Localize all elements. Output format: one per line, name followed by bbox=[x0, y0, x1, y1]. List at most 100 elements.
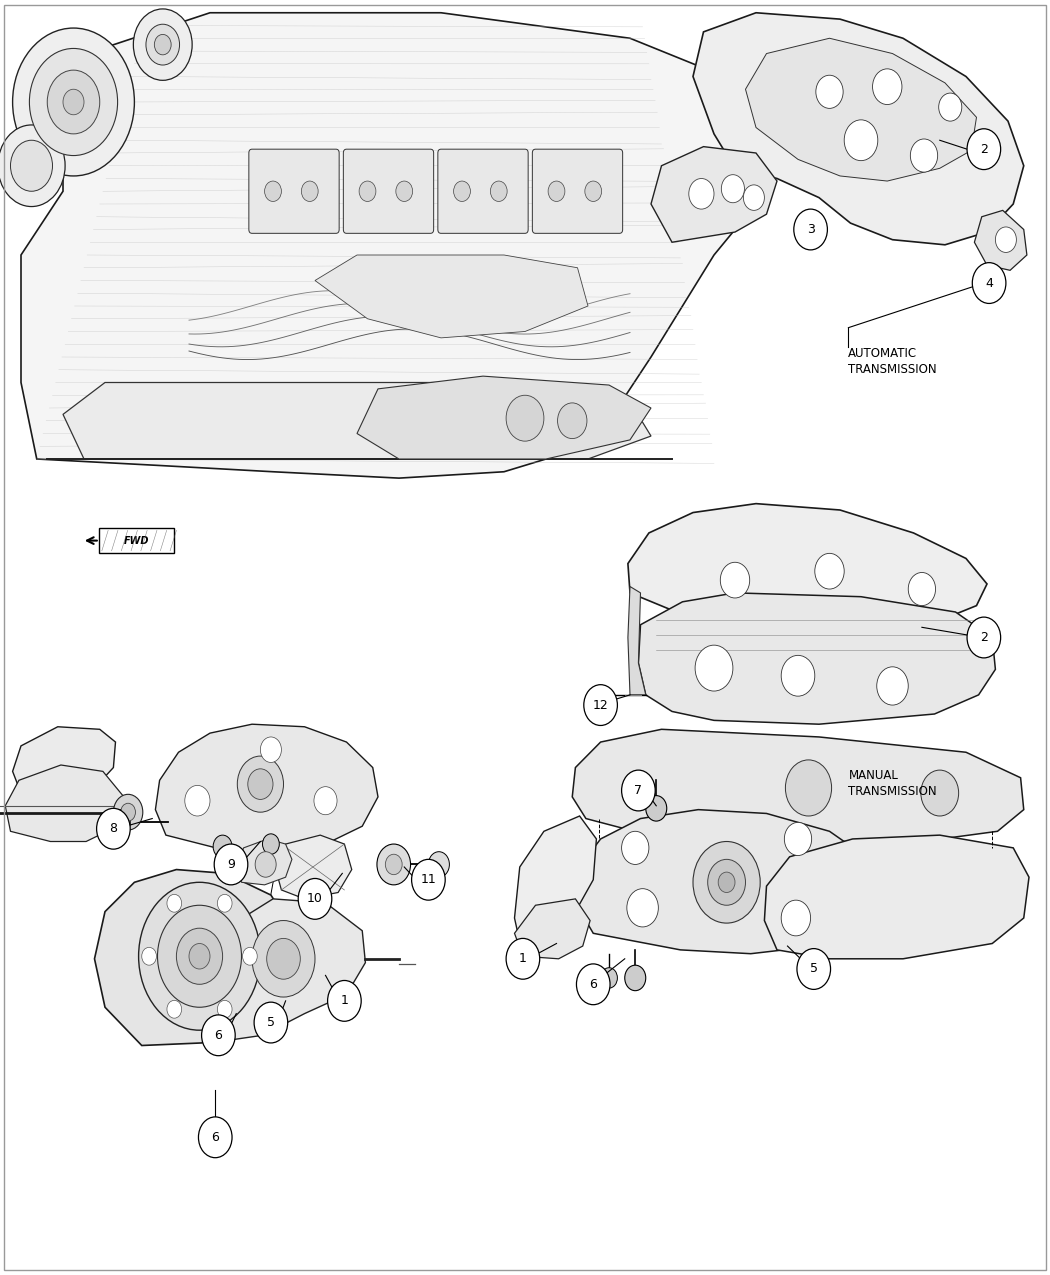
Circle shape bbox=[576, 964, 610, 1005]
Circle shape bbox=[910, 139, 938, 172]
Circle shape bbox=[585, 181, 602, 201]
Circle shape bbox=[13, 28, 134, 176]
Circle shape bbox=[185, 785, 210, 816]
Circle shape bbox=[298, 878, 332, 919]
Circle shape bbox=[625, 965, 646, 991]
Circle shape bbox=[972, 263, 1006, 303]
Circle shape bbox=[995, 227, 1016, 252]
Polygon shape bbox=[651, 147, 777, 242]
Circle shape bbox=[601, 968, 617, 988]
Polygon shape bbox=[197, 899, 365, 1043]
Circle shape bbox=[133, 9, 192, 80]
Circle shape bbox=[627, 889, 658, 927]
Circle shape bbox=[784, 822, 812, 856]
Circle shape bbox=[243, 947, 257, 965]
Text: 12: 12 bbox=[592, 699, 608, 711]
Polygon shape bbox=[628, 504, 987, 625]
Circle shape bbox=[939, 93, 962, 121]
Circle shape bbox=[921, 770, 959, 816]
Circle shape bbox=[396, 181, 413, 201]
Circle shape bbox=[622, 831, 649, 864]
Circle shape bbox=[314, 787, 337, 815]
Text: 3: 3 bbox=[806, 223, 815, 236]
Circle shape bbox=[267, 938, 300, 979]
Circle shape bbox=[794, 209, 827, 250]
Circle shape bbox=[213, 835, 232, 858]
Polygon shape bbox=[514, 816, 596, 956]
Text: 6: 6 bbox=[211, 1131, 219, 1144]
Circle shape bbox=[189, 944, 210, 969]
Text: 2: 2 bbox=[980, 143, 988, 156]
Circle shape bbox=[689, 179, 714, 209]
Circle shape bbox=[506, 395, 544, 441]
Text: MANUAL
TRANSMISSION: MANUAL TRANSMISSION bbox=[848, 769, 937, 798]
Circle shape bbox=[622, 770, 655, 811]
Circle shape bbox=[146, 24, 180, 65]
Circle shape bbox=[797, 949, 831, 989]
Text: 6: 6 bbox=[589, 978, 597, 991]
Circle shape bbox=[248, 769, 273, 799]
Circle shape bbox=[377, 844, 411, 885]
Circle shape bbox=[301, 181, 318, 201]
Text: FWD: FWD bbox=[124, 536, 149, 546]
Circle shape bbox=[646, 796, 667, 821]
Circle shape bbox=[217, 894, 232, 912]
Polygon shape bbox=[514, 899, 590, 959]
Circle shape bbox=[720, 562, 750, 598]
Circle shape bbox=[113, 794, 143, 830]
Circle shape bbox=[428, 852, 449, 877]
Polygon shape bbox=[974, 210, 1027, 270]
Circle shape bbox=[781, 900, 811, 936]
Circle shape bbox=[548, 181, 565, 201]
Polygon shape bbox=[746, 38, 977, 181]
Polygon shape bbox=[357, 376, 651, 459]
Text: 4: 4 bbox=[985, 277, 993, 289]
Circle shape bbox=[255, 852, 276, 877]
Circle shape bbox=[198, 1117, 232, 1158]
Circle shape bbox=[743, 185, 764, 210]
Circle shape bbox=[139, 882, 260, 1030]
Circle shape bbox=[877, 667, 908, 705]
Polygon shape bbox=[63, 382, 651, 459]
Text: 11: 11 bbox=[420, 873, 437, 886]
Polygon shape bbox=[21, 13, 756, 478]
FancyBboxPatch shape bbox=[99, 528, 174, 553]
Circle shape bbox=[260, 737, 281, 762]
Circle shape bbox=[359, 181, 376, 201]
Circle shape bbox=[721, 175, 744, 203]
Circle shape bbox=[0, 125, 65, 207]
Polygon shape bbox=[13, 727, 116, 797]
Text: AUTOMATIC
TRANSMISSION: AUTOMATIC TRANSMISSION bbox=[848, 347, 937, 376]
Circle shape bbox=[262, 834, 279, 854]
Circle shape bbox=[167, 1001, 182, 1019]
Circle shape bbox=[217, 1001, 232, 1019]
Circle shape bbox=[121, 803, 135, 821]
Circle shape bbox=[490, 181, 507, 201]
Circle shape bbox=[47, 70, 100, 134]
FancyBboxPatch shape bbox=[343, 149, 434, 233]
Polygon shape bbox=[275, 835, 352, 899]
Circle shape bbox=[873, 69, 902, 105]
Circle shape bbox=[176, 928, 223, 984]
Text: 7: 7 bbox=[634, 784, 643, 797]
Circle shape bbox=[967, 129, 1001, 170]
Circle shape bbox=[10, 140, 52, 191]
Polygon shape bbox=[638, 593, 995, 724]
Circle shape bbox=[214, 844, 248, 885]
Polygon shape bbox=[236, 839, 292, 885]
Polygon shape bbox=[94, 870, 296, 1046]
Circle shape bbox=[154, 34, 171, 55]
Circle shape bbox=[63, 89, 84, 115]
Text: 9: 9 bbox=[227, 858, 235, 871]
FancyBboxPatch shape bbox=[532, 149, 623, 233]
Circle shape bbox=[97, 808, 130, 849]
Polygon shape bbox=[155, 724, 378, 854]
Circle shape bbox=[584, 685, 617, 725]
Text: 8: 8 bbox=[109, 822, 118, 835]
Polygon shape bbox=[575, 810, 880, 954]
Circle shape bbox=[908, 572, 936, 606]
Circle shape bbox=[506, 938, 540, 979]
Circle shape bbox=[142, 947, 156, 965]
Text: 10: 10 bbox=[307, 892, 323, 905]
Circle shape bbox=[252, 921, 315, 997]
